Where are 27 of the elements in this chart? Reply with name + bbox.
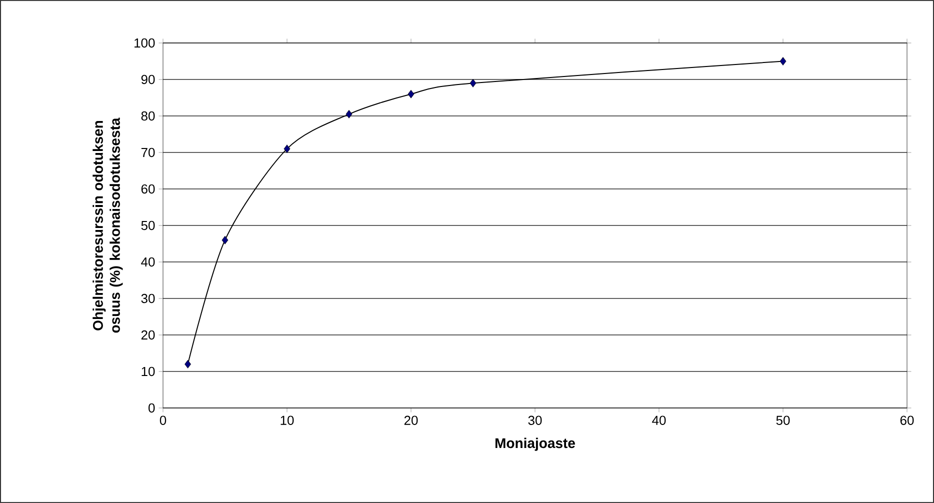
y-tick-label: 100 xyxy=(134,38,155,48)
y-axis-title: Ohjelmistoresurssin odotuksen osuus (%) kokonaisodotuksesta xyxy=(92,118,123,333)
x-tick-label: 40 xyxy=(652,416,666,425)
x-tick-label: 60 xyxy=(900,416,914,425)
x-tick-label: 50 xyxy=(776,416,790,425)
y-tick-label: 90 xyxy=(141,74,155,84)
y-tick-label: 20 xyxy=(141,330,155,340)
point xyxy=(470,78,476,88)
point xyxy=(184,360,192,368)
y-tick-label: 60 xyxy=(141,184,155,194)
y-tick-label: 50 xyxy=(141,220,155,230)
x-axis-title: Moniajoaste xyxy=(495,438,575,451)
x-tick-label: 30 xyxy=(528,416,542,425)
y-tick-label: 10 xyxy=(142,366,155,376)
x-tick-label: 20 xyxy=(404,416,418,425)
x-tick-label: 0 xyxy=(160,416,166,425)
point xyxy=(408,90,414,98)
y-tick-label: 40 xyxy=(141,257,155,267)
y-tick-label: 0 xyxy=(148,403,155,413)
y-tick-label: 80 xyxy=(141,111,155,121)
point xyxy=(780,57,786,66)
y-tick-label: 30 xyxy=(141,294,155,304)
y-tick-label: 70 xyxy=(141,148,155,158)
point xyxy=(346,110,352,118)
point xyxy=(284,144,290,154)
x-tick-label: 10 xyxy=(280,416,294,425)
point xyxy=(222,236,228,244)
